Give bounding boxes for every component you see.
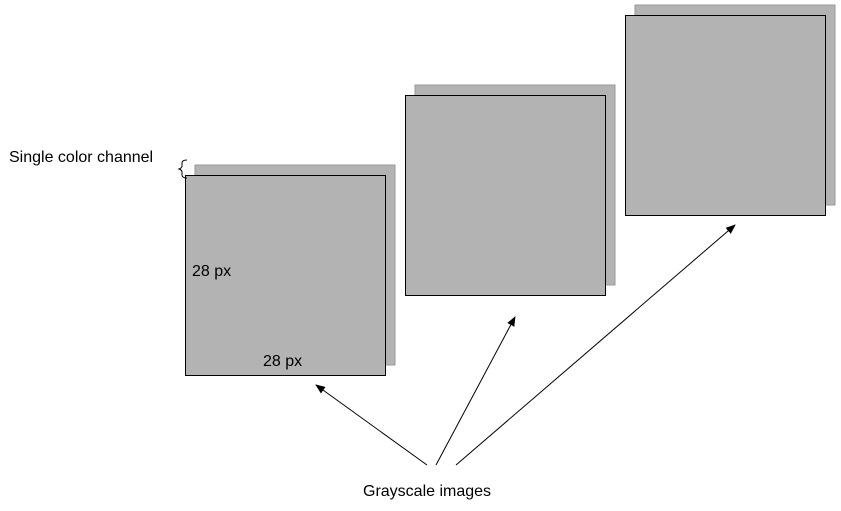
arrow-to-image-2 xyxy=(435,316,516,466)
image-2-front-layer xyxy=(405,95,606,296)
width-label: 28 px xyxy=(263,353,302,370)
grayscale-images-caption: Grayscale images xyxy=(363,483,491,500)
height-label: 28 px xyxy=(192,263,231,280)
grayscale-image-1 xyxy=(185,164,396,376)
grayscale-image-3 xyxy=(625,4,836,216)
image-3-front-layer xyxy=(625,15,826,216)
grayscale-image-2 xyxy=(405,84,616,296)
arrow-to-image-3 xyxy=(455,224,736,466)
channel-brace xyxy=(177,159,188,179)
arrow-to-image-1 xyxy=(315,384,428,466)
single-color-channel-label: Single color channel xyxy=(9,149,153,166)
image-1-front-layer xyxy=(185,175,386,376)
